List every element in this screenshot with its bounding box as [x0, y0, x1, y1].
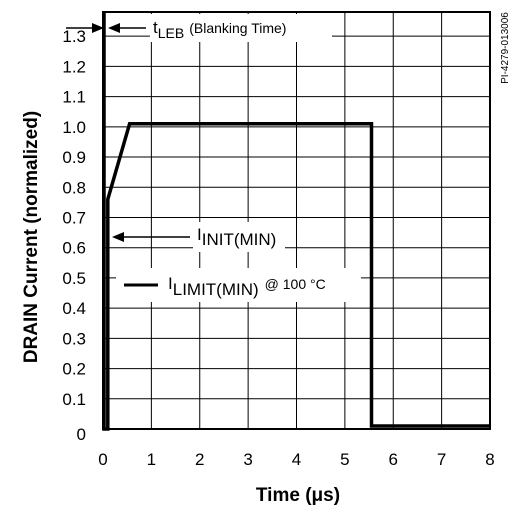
x-tick-label: 4 [292, 450, 301, 469]
leb-label-rest: (Blanking Time) [189, 20, 286, 36]
limit-annotation: ILIMIT(MIN) @ 100 °C [116, 268, 361, 302]
x-tick-label: 6 [389, 450, 398, 469]
leb-annotation: tLEB (Blanking Time) [66, 14, 332, 42]
init-label-sub: INIT(MIN) [202, 230, 277, 249]
y-tick-label: 0.4 [62, 299, 86, 318]
y-tick-label: 0.6 [62, 239, 86, 258]
y-axis-title: DRAIN Current (normalized) [21, 111, 42, 363]
leb-arrow-left-head [92, 23, 104, 33]
leb-label-sub: LEB [158, 25, 184, 41]
init-annotation: IINIT(MIN) [112, 222, 285, 252]
y-tick-label: 0.3 [62, 329, 86, 348]
y-tick-label: 1.3 [62, 27, 86, 46]
y-tick-label: 0.8 [62, 178, 86, 197]
y-tick-label: 1.1 [62, 88, 86, 107]
limit-label-sub: LIMIT(MIN) [173, 280, 259, 299]
x-tick-label: 7 [437, 450, 446, 469]
y-tick-label: 0.1 [62, 390, 86, 409]
y-tick-label: 1.0 [62, 118, 86, 137]
x-tick-label: 2 [195, 450, 204, 469]
x-tick-label: 0 [98, 450, 107, 469]
x-tick-label: 5 [340, 450, 349, 469]
document-id-label: PI-4279-013006 [500, 12, 509, 84]
init-arrow-head [112, 232, 124, 242]
y-tick-label: 1.2 [62, 57, 86, 76]
x-axis-title: Time (μs) [256, 485, 340, 506]
x-tick-label: 1 [147, 450, 156, 469]
y-tick-label: 0 [77, 425, 86, 444]
y-tick-label: 0.7 [62, 208, 86, 227]
leb-label-bg [150, 14, 332, 42]
init-label-bg [193, 222, 285, 252]
limit-label-rest: @ 100 °C [265, 276, 326, 292]
y-tick-label: 0.9 [62, 148, 86, 167]
plot-frame [102, 11, 491, 430]
tick-labels: 0 1 2 3 4 5 6 7 8 0 0.1 0.2 0.3 0.4 0.5 0.6 0.7 0.8 0.9 1.0… [62, 27, 494, 469]
svg-text:IINIT(MIN): IINIT(MIN) [197, 225, 276, 249]
leb-arrow-right-head [108, 23, 120, 33]
y-tick-label: 0.2 [62, 360, 86, 379]
limit-label-main: I [168, 274, 173, 293]
y-tick-label: 0.5 [62, 269, 86, 288]
x-tick-label: 3 [243, 450, 252, 469]
init-label-main: I [197, 225, 202, 244]
svg-text:ILIMIT(MIN)@ 100 °C: ILIMIT(MIN) @ 100 °C [168, 274, 326, 299]
grid [102, 12, 491, 429]
leb-label-main: t [153, 18, 158, 37]
svg-text:tLEB(Blanking Time): tLEB (Blanking Time) [153, 18, 286, 41]
x-tick-label: 8 [485, 450, 494, 469]
